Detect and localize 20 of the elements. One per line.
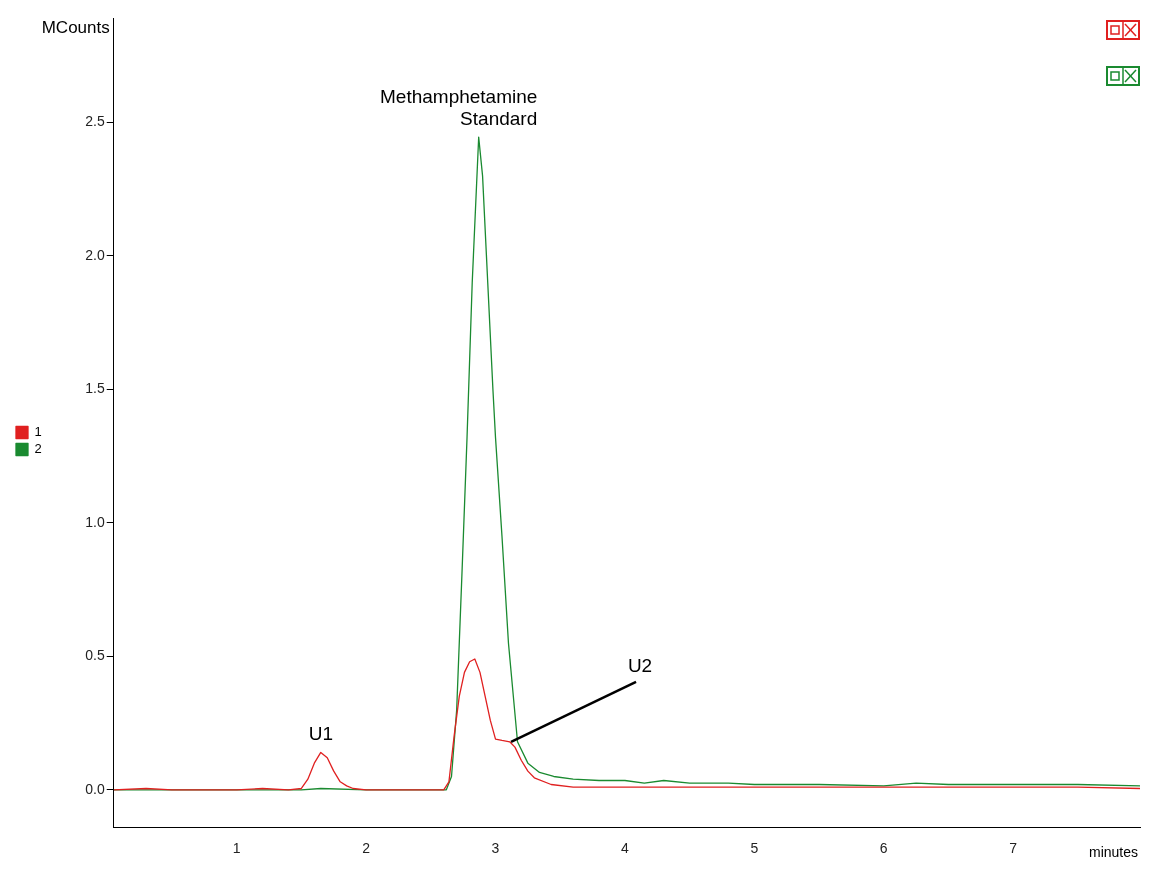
annotation: Methamphetamine Standard [380,85,538,129]
y-tick-label: 0.0 [85,780,105,797]
x-tick-label: 6 [879,840,888,857]
y-tick-label: 1.5 [85,380,105,397]
y-tick-label: 0.5 [85,647,105,664]
x-tick-label: 4 [621,840,630,857]
legend-label: 2 [34,441,42,457]
y-tick-label: 1.0 [85,513,105,530]
annotation: U1 [308,723,333,745]
x-tick-label: 3 [491,840,500,857]
y-axis-title: MCounts [41,18,110,38]
x-tick-label: 2 [362,840,371,857]
x-axis-title: minutes [1088,843,1138,860]
annotation: U2 [627,654,653,676]
x-tick-label: 5 [750,840,759,857]
y-tick-label: 2.5 [85,113,105,130]
x-tick-label: 7 [1009,840,1018,857]
legend-label: 1 [34,424,42,440]
x-tick-label: 1 [232,840,241,857]
y-tick-label: 2.0 [85,246,105,263]
